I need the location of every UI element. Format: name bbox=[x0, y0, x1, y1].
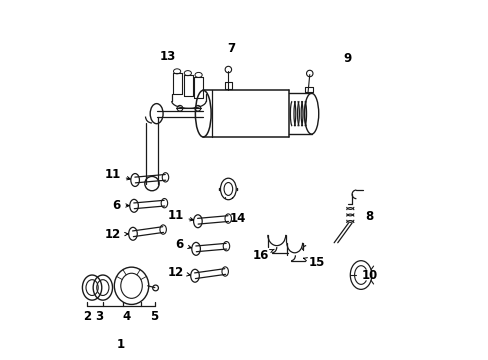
Text: 3: 3 bbox=[95, 310, 103, 324]
Text: 6: 6 bbox=[175, 238, 191, 251]
Text: 10: 10 bbox=[361, 269, 377, 282]
Text: 6: 6 bbox=[112, 199, 129, 212]
Text: 7: 7 bbox=[227, 42, 235, 55]
Text: 8: 8 bbox=[364, 210, 372, 223]
Text: 5: 5 bbox=[150, 310, 158, 324]
Text: 9: 9 bbox=[343, 51, 351, 64]
Text: 15: 15 bbox=[303, 256, 325, 269]
Text: 1: 1 bbox=[117, 338, 125, 351]
Text: 12: 12 bbox=[167, 266, 190, 279]
Text: 11: 11 bbox=[104, 168, 130, 181]
Text: 14: 14 bbox=[229, 212, 246, 225]
Text: 16: 16 bbox=[252, 249, 274, 262]
Text: 4: 4 bbox=[122, 310, 130, 324]
Text: 2: 2 bbox=[82, 310, 91, 324]
Text: 12: 12 bbox=[104, 228, 128, 241]
Text: 11: 11 bbox=[167, 210, 193, 222]
Text: 13: 13 bbox=[159, 50, 175, 63]
